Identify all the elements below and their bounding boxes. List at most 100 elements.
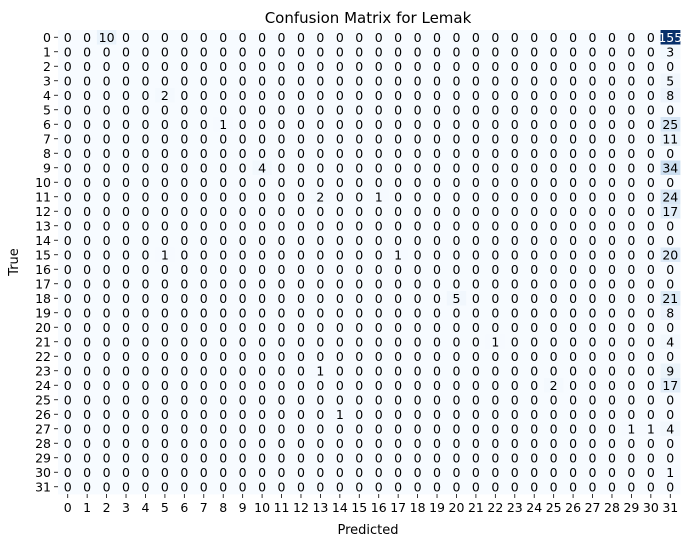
heatmap-cell <box>155 88 176 103</box>
heatmap-cell <box>466 204 487 219</box>
y-tick-label: 7 <box>43 131 51 146</box>
heatmap-cell <box>388 59 409 74</box>
cell-value-label: 0 <box>589 247 597 262</box>
cell-value-label: 0 <box>355 59 363 74</box>
heatmap-cell <box>563 30 584 45</box>
cell-value-label: 0 <box>627 117 635 132</box>
cell-value-label: 0 <box>278 450 286 465</box>
heatmap-cell <box>407 407 428 422</box>
heatmap-cell <box>194 204 214 219</box>
cell-value-label: 0 <box>647 175 655 190</box>
heatmap-cell <box>271 450 292 466</box>
cell-value-label: 0 <box>355 218 363 233</box>
heatmap-cell <box>155 349 176 364</box>
cell-value-label: 0 <box>452 479 460 494</box>
cell-value-label: 0 <box>569 436 577 451</box>
cell-value-label: 0 <box>336 334 344 349</box>
heatmap-cell <box>232 160 253 176</box>
heatmap-cell <box>466 102 487 118</box>
cell-value-label: 0 <box>336 479 344 494</box>
heatmap-cell <box>291 378 312 393</box>
cell-value-label: 0 <box>161 363 169 378</box>
heatmap-cell <box>232 247 253 263</box>
heatmap-cell <box>524 247 545 263</box>
cell-value-label: 0 <box>239 59 247 74</box>
cell-value-label: 0 <box>511 233 519 248</box>
heatmap-cell <box>349 218 370 234</box>
heatmap-cell <box>174 30 195 45</box>
heatmap-cell <box>349 465 370 480</box>
cell-value-label: 0 <box>627 30 635 45</box>
heatmap-cell <box>563 131 584 147</box>
cell-value-label: 0 <box>511 378 519 393</box>
cell-value-label: 0 <box>569 291 577 306</box>
cell-value-label: 0 <box>258 131 266 146</box>
heatmap-cell <box>543 349 564 364</box>
cell-value-label: 0 <box>530 392 538 407</box>
cell-value-label: 0 <box>627 88 635 103</box>
cell-value-label: 0 <box>278 73 286 88</box>
heatmap-cell <box>485 262 506 277</box>
cell-value-label: 0 <box>278 247 286 262</box>
heatmap-cell <box>446 44 467 60</box>
cell-value-label: 0 <box>336 465 344 480</box>
heatmap-cell <box>388 247 409 263</box>
cell-value-label: 0 <box>297 479 305 494</box>
heatmap-cell <box>310 175 331 190</box>
cell-value-label: 0 <box>161 479 169 494</box>
heatmap-cell <box>58 421 78 437</box>
cell-value-label: 0 <box>550 276 558 291</box>
cell-value-label: 0 <box>394 320 402 335</box>
heatmap-cell <box>505 218 525 234</box>
heatmap-cell <box>407 175 428 190</box>
heatmap-cell <box>505 392 525 408</box>
cell-value-label: 0 <box>122 73 130 88</box>
cell-value-label: 0 <box>297 175 305 190</box>
heatmap-cell <box>407 291 428 306</box>
cell-value-label: 0 <box>122 436 130 451</box>
cell-value-label: 0 <box>511 349 519 364</box>
cell-value-label: 0 <box>589 73 597 88</box>
cell-value-label: 0 <box>316 378 324 393</box>
heatmap-cell <box>232 175 253 190</box>
cell-value-label: 0 <box>141 160 149 175</box>
cell-value-label: 0 <box>375 334 383 349</box>
cell-value-label: 0 <box>200 131 208 146</box>
cell-value-label: 0 <box>103 465 111 480</box>
heatmap-cell <box>621 334 642 350</box>
cell-value-label: 0 <box>491 88 499 103</box>
heatmap-cell <box>641 88 661 103</box>
cell-value-label: 0 <box>161 117 169 132</box>
cell-value-label: 0 <box>569 160 577 175</box>
heatmap-cell <box>369 160 389 176</box>
heatmap-cell <box>446 59 467 74</box>
cell-value-label: 0 <box>647 378 655 393</box>
heatmap-cell <box>310 262 331 277</box>
heatmap-cell <box>232 262 253 277</box>
y-tick-label: 6 <box>43 117 51 132</box>
cell-value-label: 0 <box>414 392 422 407</box>
cell-value-label: 0 <box>375 102 383 117</box>
heatmap-cell <box>407 320 428 335</box>
cell-value-label: 0 <box>180 146 188 161</box>
heatmap-cell <box>155 450 176 466</box>
heatmap-cell <box>116 320 137 335</box>
cell-value-label: 0 <box>141 305 149 320</box>
heatmap-cell <box>505 30 525 45</box>
cell-value-label: 0 <box>200 276 208 291</box>
heatmap-cell <box>485 334 506 350</box>
heatmap-cell <box>446 320 467 335</box>
heatmap-cell <box>310 421 331 437</box>
heatmap-cell <box>446 175 467 190</box>
cell-value-label: 0 <box>161 378 169 393</box>
heatmap-cell <box>252 131 273 147</box>
y-axis-label: True <box>7 248 22 277</box>
cell-value-label: 0 <box>64 218 72 233</box>
heatmap-cell <box>660 349 681 364</box>
cell-value-label: 0 <box>511 305 519 320</box>
cell-value-label: 0 <box>491 175 499 190</box>
heatmap-cell <box>330 59 350 74</box>
cell-value-label: 0 <box>316 334 324 349</box>
cell-value-label: 0 <box>336 291 344 306</box>
cell-value-label: 0 <box>394 378 402 393</box>
